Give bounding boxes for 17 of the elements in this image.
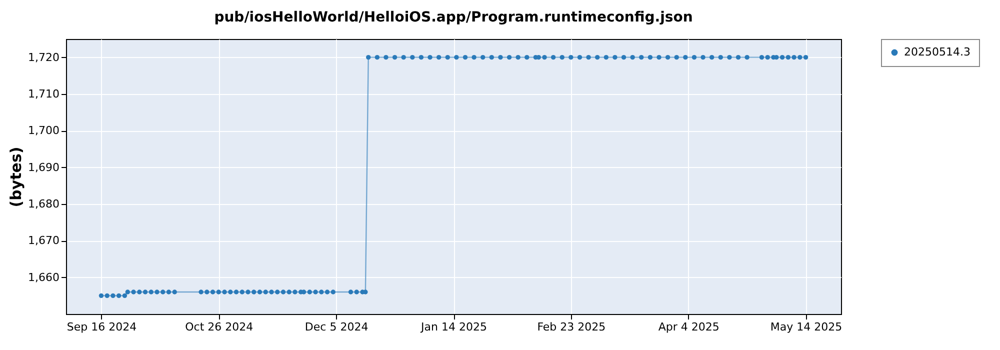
x-tick-label: Sep 16 2024 — [66, 320, 137, 334]
y-tick-label: 1,720 — [28, 50, 60, 64]
x-tick-label: Feb 23 2025 — [537, 320, 606, 334]
x-tick-label: May 14 2025 — [770, 320, 842, 334]
x-tick-label: Oct 26 2024 — [185, 320, 254, 334]
y-tick-label: 1,660 — [28, 270, 60, 284]
x-tick-label: Dec 5 2024 — [304, 320, 368, 334]
chart-title: pub/iosHelloWorld/HelloiOS.app/Program.runtimeconfig.json — [214, 10, 693, 26]
legend-label: 20250514.3 — [904, 46, 970, 58]
x-tick-label: Jan 14 2025 — [420, 320, 487, 334]
y-tick-label: 1,690 — [28, 160, 60, 174]
y-tick-label: 1,680 — [28, 198, 60, 210]
x-tick-label: Apr 4 2025 — [658, 320, 720, 334]
y-axis-title: (bytes) — [7, 146, 26, 208]
y-tick-label: 1,700 — [28, 124, 60, 138]
y-tick-label: 1,670 — [28, 234, 60, 248]
y-tick-label: 1,710 — [28, 88, 60, 100]
